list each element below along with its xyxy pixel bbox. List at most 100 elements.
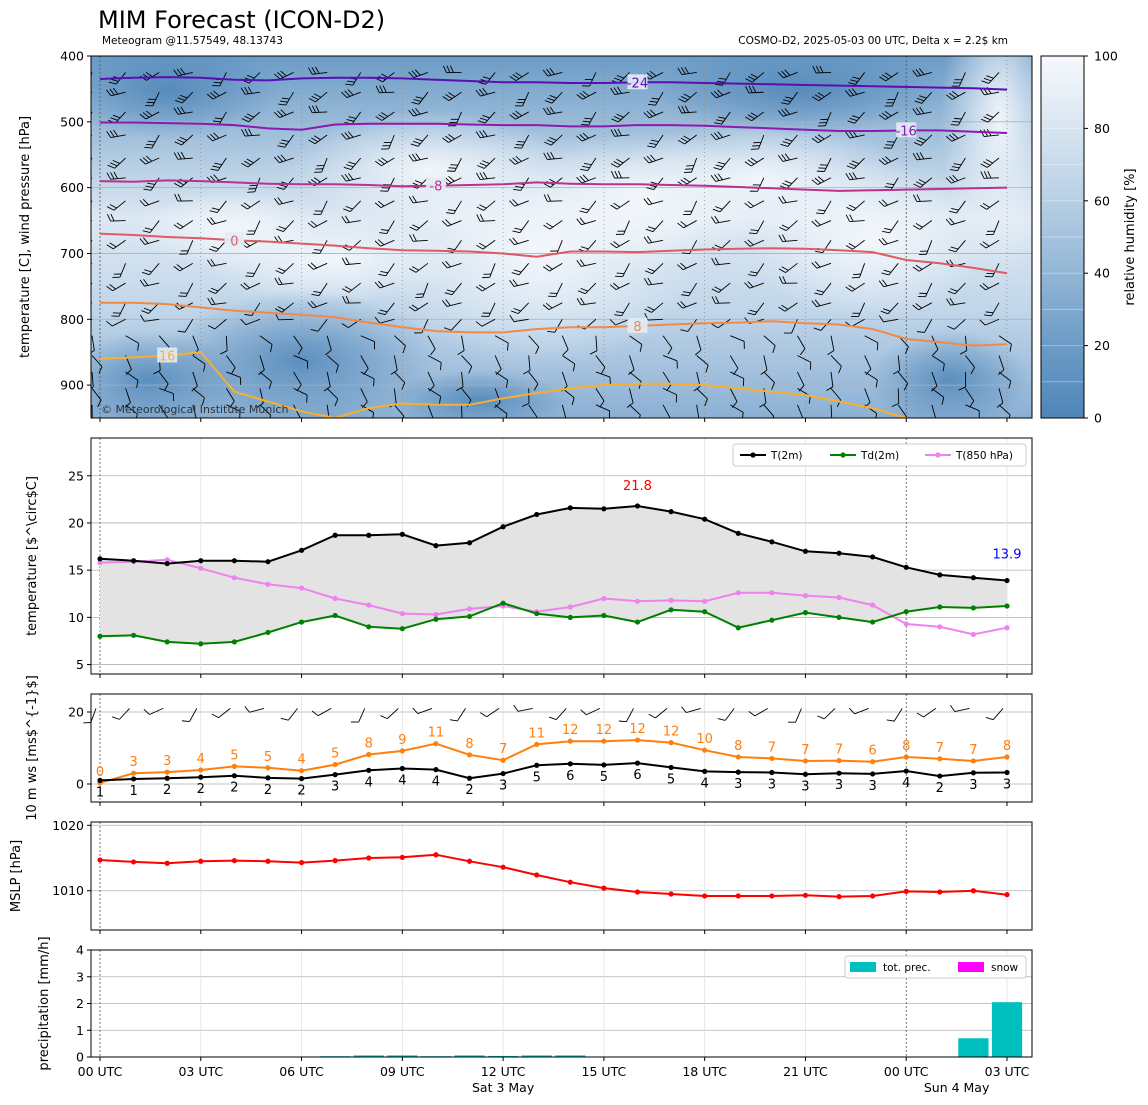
td2m-point [231,639,237,645]
mean-wind-value-label: 3 [969,778,977,793]
wind-barb [647,134,664,148]
wind-barb [677,134,697,145]
mslp-point [399,854,405,860]
mean-wind-value-label: 4 [365,775,373,790]
t850-point [97,560,103,566]
wind-barb [277,134,294,148]
wind-barb [276,220,294,232]
wind-barb [293,387,308,403]
wind-barb [846,200,865,212]
legend-swatch [958,962,984,972]
wind-barb [442,65,462,74]
td2m-point [433,616,439,622]
precip-bar [387,1055,418,1057]
wind-barb [375,111,395,121]
td2m-point [198,641,204,647]
wind-barb [308,91,328,103]
wind-barb-10m [480,708,500,718]
wind-barb [710,89,731,99]
wind-barb [523,355,531,375]
wind-barb [475,282,496,292]
legend-label: snow [991,962,1019,974]
mean-wind-point [668,764,674,771]
wind-barb [979,318,1000,326]
wind-barb [744,200,765,209]
wind-barb [145,92,160,107]
wind-barb [293,404,301,418]
t2m-point [802,548,809,554]
wind-barb-10m [143,707,164,715]
pressure-tick-label: 600 [60,180,84,195]
wind-barb [173,151,193,160]
mslp-point [97,857,103,863]
t2m-point [164,560,170,567]
mslp-line [99,853,1008,898]
mslp-point [500,864,506,870]
t850-point [634,598,641,604]
wind-barb [441,219,462,227]
wind-barb [763,404,775,418]
wind-barb [475,88,496,97]
gust-point [970,758,977,764]
td2m-point [534,610,540,617]
td2m-point [836,614,842,620]
wind-barb [830,355,842,374]
wind-barb [710,173,731,182]
mean-wind-value-label: 6 [566,769,574,784]
wind-barb [192,404,197,418]
mslp-point [198,858,204,864]
wind-barb [427,388,442,404]
colorbar-gradient [1041,56,1084,418]
wind-barb [677,66,697,75]
wind-barb [958,371,967,391]
wind-barb [711,296,731,304]
wind-barb [91,282,93,295]
mslp-point [332,858,338,864]
mean-wind-value-label: 5 [600,770,608,785]
mean-wind-point [735,769,741,775]
wind-barb [275,262,294,274]
humidity-colorbar: 0 20 40 60 80 100 relative humidity [%] [1040,49,1138,426]
model-subtitle: COSMO-D2, 2025-05-03 00 UTC, Delta x = 2… [738,35,1008,47]
wind-barb [561,335,569,356]
wind-barb [308,134,328,145]
mean-wind-point [534,762,540,768]
gust-value-label: 6 [868,744,876,759]
wind-barb [848,72,865,85]
wind-barb [777,153,798,162]
precipitation-tick-label: 4 [76,943,84,958]
x-tick-label: 06 UTC [279,1064,324,1079]
pressure-tick-label: 1020 [52,818,84,833]
t2m-point [702,516,708,522]
wind-barb [979,282,1000,291]
pressure-tick-label: 800 [60,312,84,327]
wind-barb [240,318,261,326]
precipitation-tick-label: 3 [76,969,84,984]
wind-barb [259,335,273,353]
wind-barb [826,371,834,392]
wind-barb [662,387,678,403]
wind-barb-10m [380,708,399,720]
wind-barb [509,72,529,82]
mean-wind-value-label: 2 [230,781,238,796]
mslp-point [802,892,809,898]
page-title: MIM Forecast (ICON-D2) [98,6,386,34]
wind-barb [542,262,563,272]
temperature-ylabel: temperature [$^\circ$C] [25,476,40,636]
wind-barb [797,335,806,356]
gust-value-label: 12 [629,722,646,737]
mslp-point [567,879,573,885]
wind-barb [377,302,395,316]
gust-point [870,759,876,765]
wind-barb [456,371,464,391]
t850-point [903,621,909,627]
mean-wind-point [366,767,372,773]
td2m-point [702,609,708,615]
wind-barb [521,388,530,407]
wind-barb [246,220,261,235]
gust-point [534,741,540,748]
mean-wind-point [903,768,909,774]
gust-value-label: 4 [297,753,305,768]
t850-point [332,595,338,602]
wind-barb [580,157,597,172]
